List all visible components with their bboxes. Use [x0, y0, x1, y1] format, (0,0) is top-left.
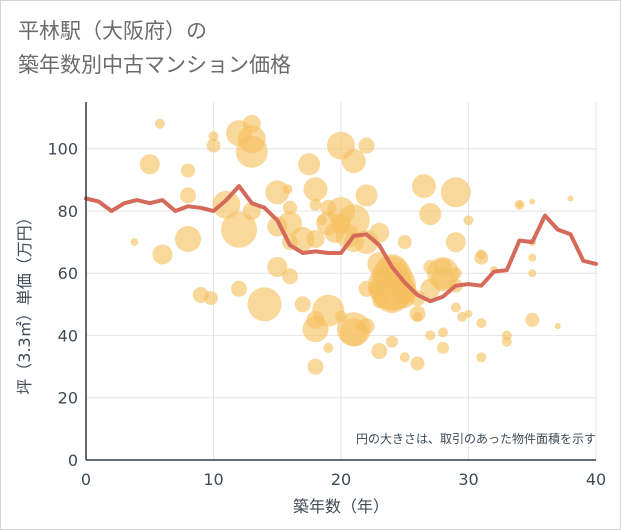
bubble — [303, 177, 328, 202]
y-tick-label: 0 — [68, 451, 78, 470]
y-tick-label: 100 — [47, 140, 78, 159]
bubble — [516, 201, 523, 208]
x-tick-label: 30 — [458, 470, 478, 489]
bubble — [528, 269, 537, 278]
y-axis-label: 坪（3.3㎡）単価（万円） — [15, 209, 34, 394]
bubble — [476, 318, 487, 328]
bubble — [464, 309, 473, 318]
bubble — [369, 222, 390, 243]
bubble — [152, 244, 173, 265]
y-tick-label: 40 — [58, 326, 78, 345]
bubble — [463, 215, 474, 226]
bubble — [386, 335, 398, 348]
bubble — [180, 187, 196, 204]
bubble — [283, 200, 297, 215]
bubble — [231, 280, 247, 297]
bubble — [397, 235, 412, 250]
bubble — [419, 203, 442, 226]
chart-title-line1: 平林駅（大阪府）の — [18, 19, 207, 43]
bubble-size-note: 円の大きさは、取引のあった物件面積を示す — [356, 431, 596, 446]
bubble — [221, 211, 257, 248]
bubble — [337, 204, 370, 237]
x-tick-label: 10 — [203, 470, 223, 489]
bubble — [399, 352, 410, 363]
bubble — [440, 177, 471, 208]
bubble — [501, 336, 512, 347]
bubble-series — [130, 114, 574, 375]
x-tick-label: 40 — [586, 470, 606, 489]
bubble — [294, 296, 311, 313]
bubble — [208, 131, 219, 142]
tick-labels: 0 20 40 60 80 100 0 10 20 30 40 — [47, 140, 606, 489]
bubble — [411, 174, 436, 199]
bubble — [438, 327, 448, 338]
bubble — [139, 154, 160, 175]
bubble — [358, 137, 375, 154]
y-tick-label: 20 — [58, 389, 78, 408]
bubble — [409, 290, 426, 307]
bubble — [410, 356, 425, 371]
bubble — [476, 352, 487, 363]
average-price-line — [84, 184, 598, 304]
bubble — [425, 330, 436, 341]
bubble — [554, 323, 561, 330]
x-axis-label: 築年数（年） — [293, 497, 389, 516]
bubble — [130, 238, 139, 247]
bubble — [450, 302, 461, 313]
bubble — [265, 180, 290, 205]
x-tick-label: 20 — [331, 470, 351, 489]
bubble — [371, 343, 388, 359]
bubble — [394, 288, 415, 309]
bubble — [212, 190, 241, 219]
chart-title-line2: 築年数別中古マンション価格 — [18, 53, 291, 77]
bubble — [323, 342, 334, 353]
bubble — [529, 198, 536, 205]
bubble — [175, 226, 201, 252]
bubble — [358, 318, 375, 335]
bubble — [298, 153, 321, 176]
bubble — [437, 341, 449, 354]
bubble — [567, 195, 574, 202]
axes — [85, 102, 596, 461]
bubble — [525, 312, 540, 327]
bubble — [206, 138, 221, 153]
bubble — [204, 291, 218, 306]
bubble — [267, 257, 288, 277]
bubble — [282, 184, 293, 195]
bubble — [181, 163, 195, 178]
chart-title: 平林駅（大阪府）の 築年数別中古マンション価格 — [18, 14, 291, 82]
bubble — [235, 135, 268, 168]
bubble — [309, 198, 322, 211]
bubble — [412, 311, 423, 322]
x-tick-label: 0 — [81, 470, 91, 489]
bubble — [341, 149, 366, 174]
bubble — [247, 287, 282, 322]
bubble — [282, 268, 298, 285]
bubble — [307, 358, 324, 375]
bubble — [528, 253, 537, 262]
bubble — [449, 267, 462, 280]
bubble — [306, 230, 325, 248]
bubble — [355, 184, 378, 207]
bubble — [474, 250, 489, 265]
y-tick-label: 80 — [58, 202, 78, 221]
bubble — [154, 118, 165, 129]
bubble — [445, 232, 466, 253]
average-line — [84, 184, 598, 304]
y-tick-label: 60 — [58, 264, 78, 283]
